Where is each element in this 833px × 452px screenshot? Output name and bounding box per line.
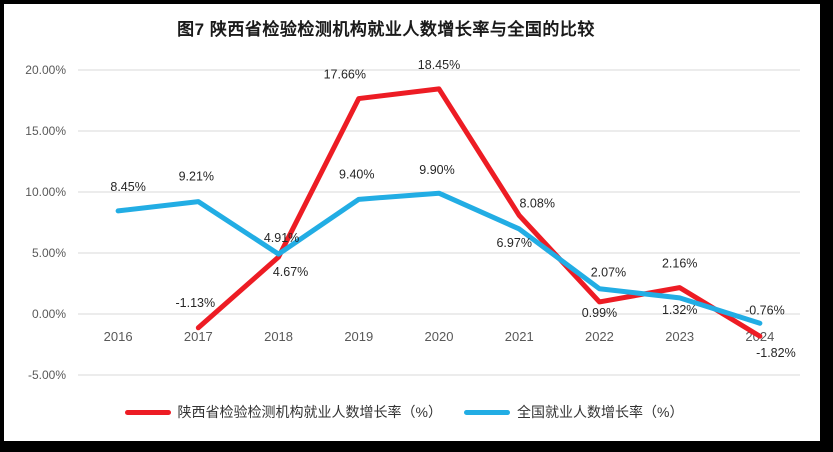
y-axis-tick-label: 0.00% xyxy=(32,307,66,321)
y-axis-tick-label: 20.00% xyxy=(25,63,66,77)
data-label: 0.99% xyxy=(582,306,617,320)
x-axis-tick-label: 2016 xyxy=(104,329,133,344)
data-label: 18.45% xyxy=(418,58,460,72)
data-label: 4.91% xyxy=(264,231,299,245)
x-axis-tick-label: 2020 xyxy=(425,329,454,344)
x-axis-tick-label: 2019 xyxy=(344,329,373,344)
data-label: -0.76% xyxy=(745,303,785,317)
data-label: 6.97% xyxy=(496,236,531,250)
data-label: 9.21% xyxy=(179,170,214,184)
y-axis-tick-label: 10.00% xyxy=(25,185,66,199)
data-label: 8.45% xyxy=(110,180,145,194)
legend-line-swatch-red xyxy=(124,409,171,415)
x-axis-tick-label: 2017 xyxy=(184,329,213,344)
legend-item-shaanxi: 陕西省检验检测机构就业人数增长率（%） xyxy=(124,402,442,422)
legend-label-shaanxi: 陕西省检验检测机构就业人数增长率（%） xyxy=(177,404,442,420)
x-axis-tick-label: 2021 xyxy=(505,329,534,344)
legend: 陕西省检验检测机构就业人数增长率（%） 全国就业人数增长率（%） xyxy=(4,402,804,422)
series-line-1 xyxy=(115,190,763,326)
x-axis-tick-label: 2022 xyxy=(585,329,614,344)
chart-area: 图7 陕西省检验检测机构就业人数增长率与全国的比较 20.00% 15.00% 10… xyxy=(4,4,820,441)
data-label: 2.07% xyxy=(591,266,626,280)
data-label: 2.16% xyxy=(662,257,697,271)
x-axis-tick-label: 2018 xyxy=(264,329,293,344)
x-axis-tick-label: 2023 xyxy=(665,329,694,344)
y-axis-tick-label: 5.00% xyxy=(32,246,66,260)
legend-item-national: 全国就业人数增长率（%） xyxy=(464,402,683,422)
y-axis-tick-label: -5.00% xyxy=(28,368,66,382)
data-label: 9.40% xyxy=(339,167,374,181)
data-label: 4.67% xyxy=(273,265,308,279)
data-label: 17.66% xyxy=(324,68,366,82)
data-label: 1.32% xyxy=(662,303,697,317)
chart-title: 图7 陕西省检验检测机构就业人数增长率与全国的比较 xyxy=(177,20,595,39)
legend-label-national: 全国就业人数增长率（%） xyxy=(517,404,684,420)
series-line-0 xyxy=(195,86,763,339)
data-label: -1.13% xyxy=(176,296,216,310)
data-label: -1.82% xyxy=(756,346,796,360)
legend-line-swatch-blue xyxy=(464,409,510,415)
data-label: 8.08% xyxy=(519,196,554,210)
y-axis-tick-label: 15.00% xyxy=(25,124,66,138)
data-label: 9.90% xyxy=(419,163,454,177)
